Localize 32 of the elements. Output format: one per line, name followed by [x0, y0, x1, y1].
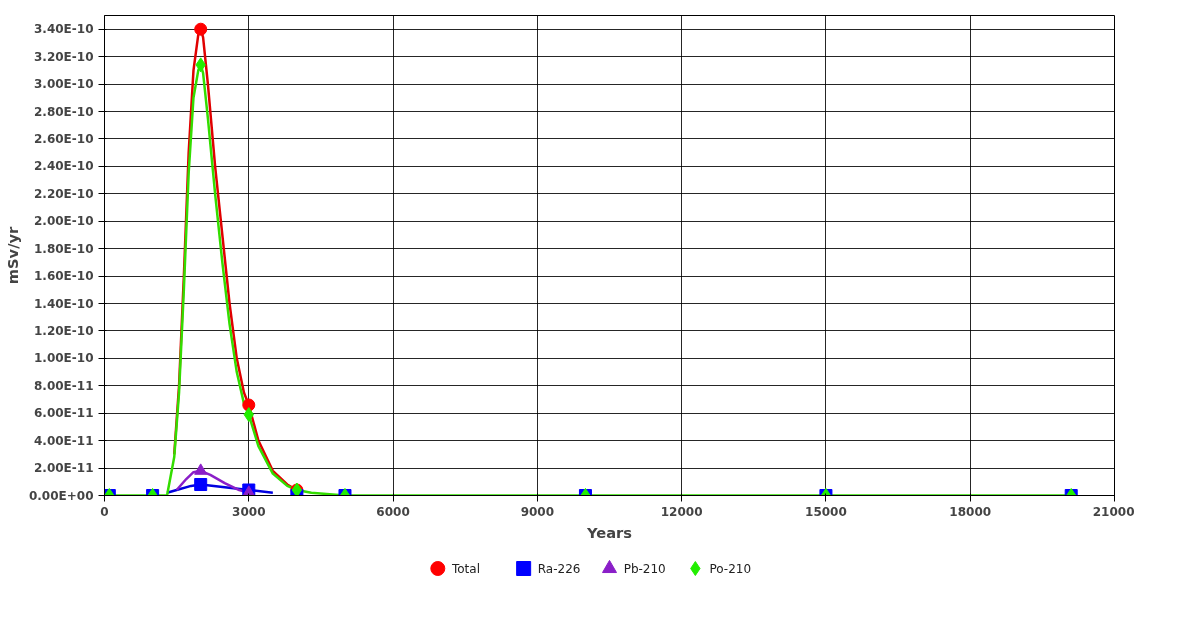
y-tick-label: 4.00E-11 [34, 433, 94, 448]
y-tick-label: 1.60E-10 [34, 269, 94, 284]
y-tick-label: 6.00E-11 [34, 406, 94, 421]
y-tick-label: 2.00E-10 [34, 214, 94, 229]
y-tick-label: 0.00E+00 [28, 488, 94, 503]
y-tick-label: 3.40E-10 [34, 22, 94, 37]
y-tick-label: 1.00E-10 [34, 351, 94, 366]
y-tick-label: 1.40E-10 [34, 296, 94, 311]
y-axis-title: mSv/yr [3, 225, 21, 285]
y-tick-label: 3.20E-10 [34, 49, 94, 64]
y-tick-label: 2.60E-10 [34, 131, 94, 146]
x-tick-label: 0 [100, 504, 109, 519]
legend-label: Po-210 [709, 561, 752, 576]
y-tick-label: 1.20E-10 [34, 323, 94, 338]
y-tick-label: 8.00E-11 [34, 378, 94, 393]
x-axis-title: Years [585, 523, 633, 541]
y-tick-label: 2.80E-10 [34, 104, 94, 119]
x-tick-label: 15000 [805, 504, 847, 519]
y-tick-label: 1.80E-10 [34, 241, 94, 256]
y-tick-label: 2.00E-11 [34, 461, 94, 476]
y-tick-label: 3.00E-10 [34, 77, 94, 92]
y-tick-label: 2.20E-10 [34, 186, 94, 201]
x-tick-label: 18000 [949, 504, 992, 519]
x-tick-label: 6000 [376, 504, 410, 519]
legend-label: Pb-210 [623, 561, 666, 576]
x-tick-label: 3000 [232, 504, 266, 519]
legend-label: Total [450, 561, 480, 576]
y-tick-label: 2.40E-10 [34, 159, 94, 174]
x-tick-label: 12000 [660, 504, 703, 519]
x-tick-label: 21000 [1092, 504, 1135, 519]
x-tick-label: 9000 [520, 504, 555, 519]
legend-label: Ra-226 [537, 561, 581, 576]
